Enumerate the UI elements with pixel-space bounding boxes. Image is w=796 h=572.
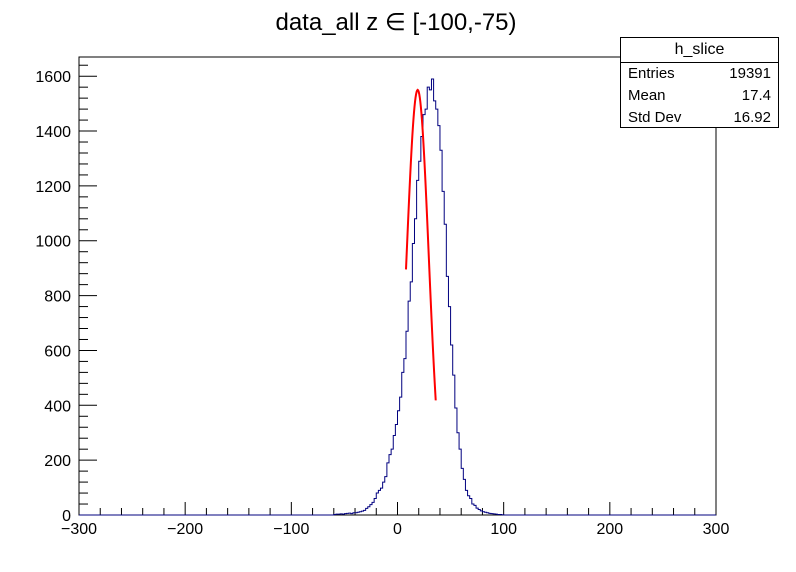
axes: −300 −200 −100 0 100 200 300 0 200 400 600 800 1000 1… <box>35 64 730 538</box>
fit-curve <box>404 88 437 401</box>
stats-entries-value: 19391 <box>729 65 771 82</box>
y-tick-label: 1400 <box>35 124 71 141</box>
y-tick-label: 1200 <box>35 179 71 196</box>
chart-title: data_all z ∈ [-100,-75) <box>275 9 516 36</box>
x-tick-label: 100 <box>490 521 517 538</box>
y-tick-label: 600 <box>44 343 71 360</box>
y-tick-label: 200 <box>44 453 71 470</box>
stats-stddev-value: 16.92 <box>733 109 771 126</box>
x-tick-label: −300 <box>61 521 97 538</box>
y-tick-label: 400 <box>44 398 71 415</box>
gaussian-fit <box>404 88 437 401</box>
y-tick-label: 800 <box>44 289 71 306</box>
stats-row-mean: Mean 17.4 <box>621 85 778 107</box>
x-tick-label: −200 <box>167 521 203 538</box>
stats-entries-label: Entries <box>628 65 675 82</box>
stats-box: h_slice Entries 19391 Mean 17.4 Std Dev … <box>620 37 779 128</box>
stats-mean-value: 17.4 <box>741 87 771 104</box>
stats-stddev-label: Std Dev <box>628 109 682 126</box>
x-tick-label: 300 <box>703 521 730 538</box>
y-tick-label: 1600 <box>35 69 71 86</box>
stats-box-title: h_slice <box>621 38 778 63</box>
x-tick-label: −100 <box>273 521 309 538</box>
stats-mean-label: Mean <box>628 87 666 104</box>
y-tick-label: 1000 <box>35 234 71 251</box>
x-tick-label: 200 <box>596 521 623 538</box>
histogram-step-line <box>79 78 716 516</box>
x-tick-label: 0 <box>393 521 402 538</box>
histogram-series <box>79 78 716 516</box>
stats-row-entries: Entries 19391 <box>621 63 778 85</box>
stats-row-stddev: Std Dev 16.92 <box>621 107 778 129</box>
y-tick-label: 0 <box>62 508 71 525</box>
